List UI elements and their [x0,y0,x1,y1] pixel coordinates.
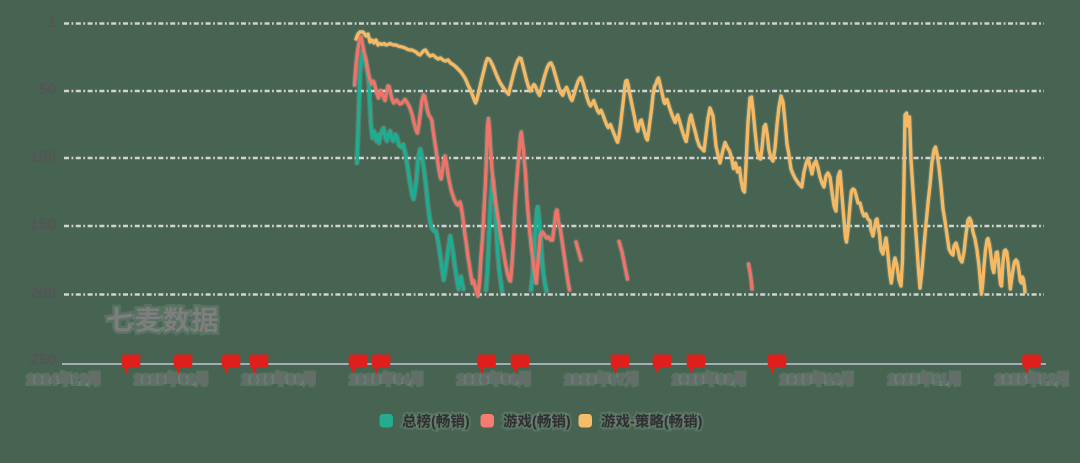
svg-text:2025年06月: 2025年06月 [457,371,532,387]
svg-text:2025年08月: 2025年08月 [672,371,747,387]
svg-text:七麦数据: 七麦数据 [106,306,220,336]
svg-text:50: 50 [39,82,57,99]
svg-text:2025年12月: 2025年12月 [995,371,1070,387]
svg-text:总榜(畅销): 总榜(畅销) [402,413,470,431]
svg-text:2025年11月: 2025年11月 [888,371,962,387]
svg-text:2025年04月: 2025年04月 [349,371,424,387]
svg-text:2025年10月: 2025年10月 [780,371,855,387]
svg-text:七麦数据: 七麦数据 [106,306,220,336]
svg-text:2025年02月: 2025年02月 [134,371,209,387]
svg-text:2024年12月: 2024年12月 [27,371,102,387]
svg-text:1: 1 [48,14,57,31]
svg-text:2025年10月: 2025年10月 [780,371,855,387]
svg-text:100: 100 [30,149,57,166]
svg-text:150: 150 [30,217,57,234]
svg-text:游戏(畅销): 游戏(畅销) [503,413,571,431]
svg-text:2025年07月: 2025年07月 [565,371,640,387]
svg-text:总榜(畅销): 总榜(畅销) [402,413,470,431]
svg-text:游戏(畅销): 游戏(畅销) [503,413,571,431]
svg-text:2025年06月: 2025年06月 [457,371,532,387]
svg-text:250: 250 [30,352,57,369]
svg-text:游戏-策略(畅销): 游戏-策略(畅销) [601,413,703,431]
svg-text:2025年08月: 2025年08月 [672,371,747,387]
svg-text:200: 200 [30,285,57,302]
svg-text:2025年11月: 2025年11月 [888,371,962,387]
svg-text:2025年12月: 2025年12月 [995,371,1070,387]
svg-text:2025年02月: 2025年02月 [134,371,209,387]
svg-text:2024年12月: 2024年12月 [27,371,102,387]
svg-text:2025年07月: 2025年07月 [565,371,640,387]
svg-text:游戏-策略(畅销): 游戏-策略(畅销) [601,413,703,431]
svg-text:2025年03月: 2025年03月 [242,371,317,387]
svg-text:2025年04月: 2025年04月 [349,371,424,387]
svg-text:2025年03月: 2025年03月 [242,371,317,387]
